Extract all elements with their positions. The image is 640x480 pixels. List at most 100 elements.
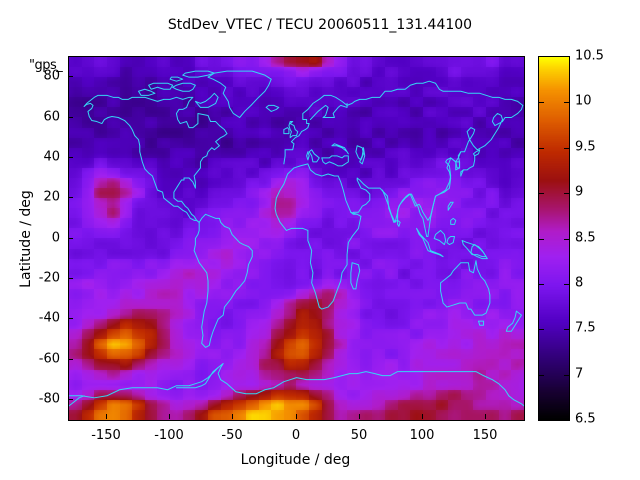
coastline-path [441, 261, 490, 315]
y-tick-mark [68, 278, 73, 279]
coastline-path [176, 368, 218, 388]
coastline-path [382, 152, 460, 237]
colorbar-tick-mark [564, 284, 569, 285]
x-tick-label: 50 [350, 428, 368, 443]
colorbar-tick-label: 10.5 [575, 48, 604, 64]
x-tick-label: -150 [91, 428, 121, 443]
x-axis-label: Longitude / deg [240, 452, 351, 468]
y-axis-label: Latitude / deg [18, 190, 34, 288]
coastline-path [195, 93, 218, 107]
coastline-path [351, 212, 357, 214]
colorbar-tick-mark [539, 375, 544, 376]
coastline-path [310, 103, 347, 119]
coastline-path [309, 150, 319, 162]
x-tick-mark [422, 414, 423, 419]
x-tick-label: -50 [221, 428, 243, 443]
coastline-path [149, 83, 173, 89]
colorbar-tick-mark [564, 102, 569, 103]
x-tick-mark [296, 414, 297, 419]
colorbar-tick-mark [539, 102, 544, 103]
y-tick-mark [68, 157, 73, 158]
coastline-path [447, 236, 455, 244]
colorbar-tick-mark [539, 148, 544, 149]
y-tick-label: 0 [51, 230, 60, 246]
coastline-path [456, 162, 460, 170]
colorbar-tick-mark [564, 239, 569, 240]
y-tick-mark [68, 197, 73, 198]
colorbar-tick-label: 7.5 [575, 320, 596, 336]
y-tick-mark [68, 359, 73, 360]
x-tick-mark [232, 414, 233, 419]
y-tick-label: -80 [38, 391, 60, 407]
colorbar-gradient [539, 57, 569, 420]
coastline-path [170, 77, 183, 81]
colorbar-tick-label: 10 [575, 93, 592, 109]
y-tick-label: -20 [38, 270, 60, 286]
colorbar-tick-mark [539, 329, 544, 330]
coastline-path [462, 241, 486, 257]
heatmap-plot-area [68, 56, 525, 421]
coastline-path [307, 152, 310, 160]
y-tick-label: -40 [38, 310, 60, 326]
colorbar-tick-mark [539, 284, 544, 285]
colorbar-tick-label: 9.5 [575, 139, 596, 155]
colorbar [538, 56, 570, 421]
y-tick-label: -60 [38, 351, 60, 367]
coastline-path [208, 71, 271, 117]
y-tick-mark [68, 117, 73, 118]
coastline-path [506, 311, 521, 331]
coastline-path [451, 218, 456, 224]
x-tick-mark [359, 414, 360, 419]
coastline-path [289, 122, 298, 138]
colorbar-tick-mark [564, 329, 569, 330]
coastline-path [461, 150, 480, 176]
x-tick-mark [169, 414, 170, 419]
y-tick-mark [68, 399, 73, 400]
x-tick-label: 0 [291, 428, 301, 443]
coastline-path [69, 364, 524, 406]
y-tick-mark [68, 238, 73, 239]
coastline-path [284, 81, 523, 164]
colorbar-tick-label: 8.5 [575, 230, 596, 246]
y-tick-label: 20 [43, 189, 60, 205]
colorbar-tick-mark [564, 193, 569, 194]
coastline-path [398, 220, 401, 226]
coastline-path [322, 156, 349, 166]
coastline-path [275, 164, 361, 309]
colorbar-tick-mark [564, 375, 569, 376]
page-title: StdDev_VTEC / TECU 20060511_131.44100 [167, 17, 473, 33]
colorbar-tick-mark [564, 148, 569, 149]
coastline-path [173, 83, 196, 91]
colorbar-tick-mark [539, 193, 544, 194]
coastline-overlay [69, 57, 524, 420]
coastline-path [266, 105, 279, 111]
colorbar-tick-label: 8 [575, 275, 584, 291]
coastline-path [332, 144, 348, 154]
colorbar-tick-mark [539, 239, 544, 240]
coastline-path [434, 230, 445, 244]
colorbar-tick-label: 9 [575, 184, 584, 200]
y-tick-mark [68, 318, 73, 319]
coastline-path [194, 214, 252, 347]
coastline-path [183, 71, 215, 77]
coastline-path [471, 245, 487, 259]
x-tick-mark [106, 414, 107, 419]
coastline-path [417, 228, 444, 256]
coastline-path [353, 105, 522, 222]
coastline-path [448, 202, 453, 210]
y-tick-label: 60 [43, 109, 60, 125]
coastline-path [69, 396, 84, 406]
overlap-artifact-text: "gps_ [29, 58, 63, 73]
coastline-path [84, 95, 227, 222]
coastline-path [84, 103, 199, 222]
x-tick-label: -100 [154, 428, 184, 443]
x-tick-label: 150 [472, 428, 498, 443]
colorbar-tick-label: 6.5 [575, 411, 596, 427]
coastline-path [351, 263, 360, 289]
coastline-path [360, 148, 365, 164]
coastline-path [461, 170, 464, 176]
x-tick-mark [485, 414, 486, 419]
coastline-path [139, 89, 155, 95]
y-tick-label: 80 [43, 68, 60, 84]
